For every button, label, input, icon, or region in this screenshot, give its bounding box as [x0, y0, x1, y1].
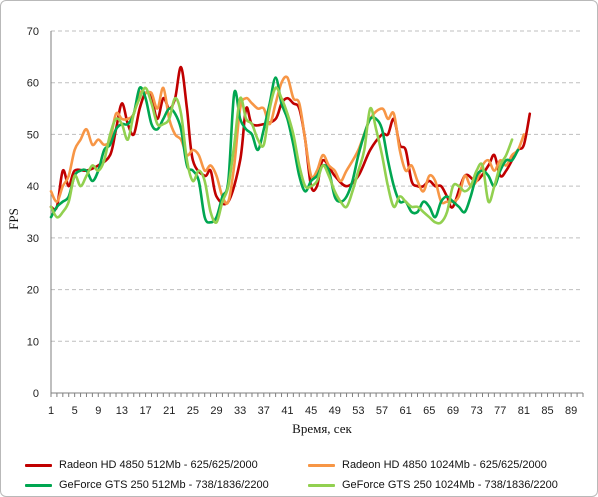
x-tick-label-1: 1 [48, 405, 54, 417]
y-tick-labels: 0 10 20 30 40 50 60 70 [27, 26, 39, 400]
y-axis-title: FPS [6, 208, 21, 230]
x-tick-label-69: 69 [447, 405, 459, 417]
x-tick-label-77: 77 [494, 405, 506, 417]
axes [50, 31, 584, 397]
legend-item-3: GeForce GTS 250 512Mb - 738/1836/2200 [25, 477, 269, 493]
x-tick-label-21: 21 [163, 405, 175, 417]
x-axis-title: Время, сек [292, 421, 352, 436]
x-tick-label-9: 9 [95, 405, 101, 417]
x-tick-label-37: 37 [258, 405, 270, 417]
legend-label-3: GeForce GTS 250 512Mb - 738/1836/2200 [59, 479, 269, 491]
x-tick-label-29: 29 [210, 405, 222, 417]
x-tick-label-53: 53 [352, 405, 364, 417]
legend-swatch-1 [25, 463, 52, 467]
legend-item-2: Radeon HD 4850 1024Mb - 625/625/2000 [308, 457, 547, 473]
y-tick-label-20: 20 [27, 285, 39, 297]
x-tick-label-41: 41 [281, 405, 293, 417]
x-tick-label-65: 65 [423, 405, 435, 417]
series-line-4 [49, 86, 514, 225]
legend: Radeon HD 4850 512Mb - 625/625/2000 Rade… [0, 449, 598, 497]
x-tick-label-73: 73 [470, 405, 482, 417]
x-tick-label-61: 61 [400, 405, 412, 417]
legend-label-4: GeForce GTS 250 1024Mb - 738/1836/2200 [342, 479, 558, 491]
y-tick-label-30: 30 [27, 233, 39, 245]
x-tick-label-85: 85 [541, 405, 553, 417]
y-tick-label-60: 60 [27, 78, 39, 90]
x-tick-label-57: 57 [376, 405, 388, 417]
x-tick-label-17: 17 [139, 405, 151, 417]
x-tick-label-5: 5 [72, 405, 78, 417]
x-tick-label-49: 49 [329, 405, 341, 417]
line-chart: 0 10 20 30 40 50 60 70 1 5 9 13 17 21 25 29 33 37 41 45 49 5… [6, 26, 584, 436]
y-tick-label-50: 50 [27, 129, 39, 141]
series-line-3 [49, 76, 520, 224]
legend-swatch-3 [25, 483, 52, 487]
y-tick-label-40: 40 [27, 181, 39, 193]
x-tick-label-13: 13 [116, 405, 128, 417]
y-tick-label-70: 70 [27, 26, 39, 38]
x-tick-label-45: 45 [305, 405, 317, 417]
y-tick-label-0: 0 [33, 388, 39, 400]
x-tick-labels: 1 5 9 13 17 21 25 29 33 37 41 45 49 53 57 61 65 69 73 77 81 8… [48, 405, 577, 417]
y-tick-label-10: 10 [27, 336, 39, 348]
legend-label-1: Radeon HD 4850 512Mb - 625/625/2000 [59, 459, 258, 471]
series-lines [49, 65, 532, 225]
x-tick-label-89: 89 [565, 405, 577, 417]
x-tick-label-81: 81 [518, 405, 530, 417]
legend-swatch-4 [308, 483, 335, 487]
legend-label-2: Radeon HD 4850 1024Mb - 625/625/2000 [342, 459, 547, 471]
legend-item-4: GeForce GTS 250 1024Mb - 738/1836/2200 [308, 477, 558, 493]
x-tick-label-25: 25 [187, 405, 199, 417]
x-tick-label-33: 33 [234, 405, 246, 417]
legend-item-1: Radeon HD 4850 512Mb - 625/625/2000 [25, 457, 258, 473]
legend-swatch-2 [308, 463, 335, 467]
